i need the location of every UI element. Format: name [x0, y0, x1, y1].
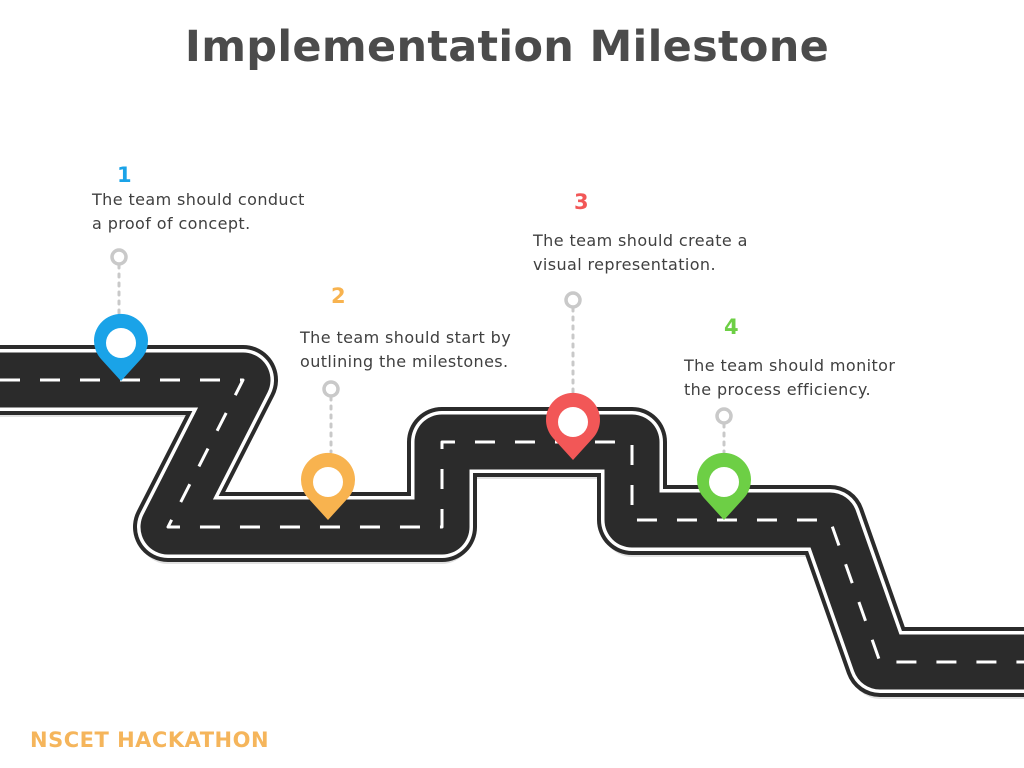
footer-brand: NSCET HACKATHON [30, 728, 270, 752]
connector-1 [110, 248, 128, 324]
page-title: Implementation Milestone [184, 22, 830, 72]
location-pin-icon [697, 452, 751, 520]
milestone-1-number: 1 [117, 163, 132, 187]
milestone-2-number: 2 [331, 284, 346, 308]
milestone-3-line-2: visual representation. [533, 255, 716, 274]
connector-4 [715, 407, 733, 454]
milestone-4-line-2: the process efficiency. [684, 380, 871, 399]
milestone-1-line-2: a proof of concept. [92, 214, 251, 233]
road [0, 352, 1024, 690]
milestone-3-description: The team should create a visual represen… [533, 229, 748, 277]
connector-3 [564, 291, 582, 395]
milestone-1-line-1: The team should conduct [92, 190, 305, 209]
milestone-3-line-1: The team should create a [533, 231, 748, 250]
milestone-1-description: The team should conduct a proof of conce… [92, 188, 305, 236]
location-pin-icon [94, 313, 148, 381]
milestone-4-number: 4 [724, 315, 739, 339]
milestone-2-line-2: outlining the milestones. [300, 352, 509, 371]
milestone-3-number: 3 [574, 190, 589, 214]
milestone-4-line-1: The team should monitor [684, 356, 896, 375]
road-center-dashes [0, 378, 1024, 664]
milestone-4-description: The team should monitor the process effi… [684, 354, 895, 402]
milestone-2-description: The team should start by outlining the m… [300, 326, 511, 374]
location-pin-icon [546, 392, 600, 460]
connector-2 [322, 380, 340, 454]
milestone-2-line-1: The team should start by [300, 328, 512, 347]
location-pin-icon [301, 452, 355, 520]
